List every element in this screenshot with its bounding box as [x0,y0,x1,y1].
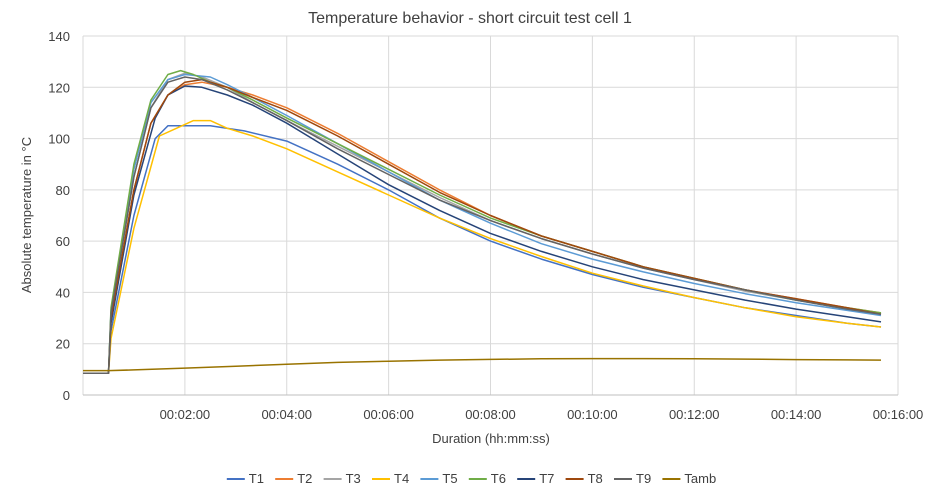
y-tick-label: 120 [48,80,70,95]
series-layer [83,69,882,374]
x-tick-label: 00:04:00 [261,407,312,422]
legend-label: T1 [249,471,264,486]
y-tick-label: 80 [56,183,70,198]
series-line-tamb [83,357,882,372]
legend-item-t5: T5 [420,471,458,486]
legend-item-t4: T4 [372,471,409,486]
series-line-t1 [83,125,882,374]
series-line-t9 [83,76,882,374]
x-axis: 00:02:00 00:04:00 00:06:00 00:08:00 00:10:00… [160,407,924,422]
series-line-t6 [83,69,882,374]
y-tick-label: 140 [48,29,70,44]
legend-label: T4 [394,471,409,486]
y-tick-label: 100 [48,132,70,147]
gridlines [83,35,899,396]
x-tick-label: 00:16:00 [873,407,924,422]
series-line-t4 [83,119,882,374]
legend-item-t3: T3 [323,471,361,486]
x-tick-label: 00:14:00 [771,407,822,422]
legend-label: Tamb [684,471,716,486]
legend-item-t7: T7 [517,471,554,486]
legend-label: T9 [636,471,651,486]
y-tick-label: 0 [63,388,70,403]
legend-item-t9: T9 [614,471,651,486]
legend-item-tamb: Tamb [662,471,716,486]
legend-item-t1: T1 [226,471,264,486]
legend: T1 T2 T3 T4 T5 T6 T7 T8 T9 Tamb [226,471,716,486]
x-tick-label: 00:10:00 [567,407,618,422]
legend-item-t2: T2 [275,471,312,486]
series-line-t7 [83,85,882,374]
y-axis: 0 20 40 60 80 100 120 140 [48,29,70,403]
plot-area [82,36,898,396]
y-tick-label: 20 [56,337,70,352]
x-tick-label: 00:02:00 [160,407,211,422]
legend-label: T3 [346,471,361,486]
y-tick-label: 40 [56,285,70,300]
x-tick-label: 00:06:00 [363,407,414,422]
chart-title: Temperature behavior - short circuit tes… [308,10,632,27]
legend-item-t6: T6 [468,471,506,486]
legend-label: T2 [297,471,312,486]
x-axis-title: Duration (hh:mm:ss) [432,431,550,446]
y-tick-label: 60 [56,234,70,249]
series-line-t3 [83,72,882,374]
y-axis-title: Absolute temperature in °C [19,137,34,293]
series-line-t5 [83,73,882,374]
series-line-t8 [83,78,882,374]
legend-label: T7 [539,471,554,486]
legend-label: T5 [442,471,457,486]
legend-label: T8 [588,471,603,486]
legend-label: T6 [491,471,506,486]
legend-item-t8: T8 [565,471,603,486]
x-tick-label: 00:12:00 [669,407,720,422]
x-tick-label: 00:08:00 [465,407,516,422]
